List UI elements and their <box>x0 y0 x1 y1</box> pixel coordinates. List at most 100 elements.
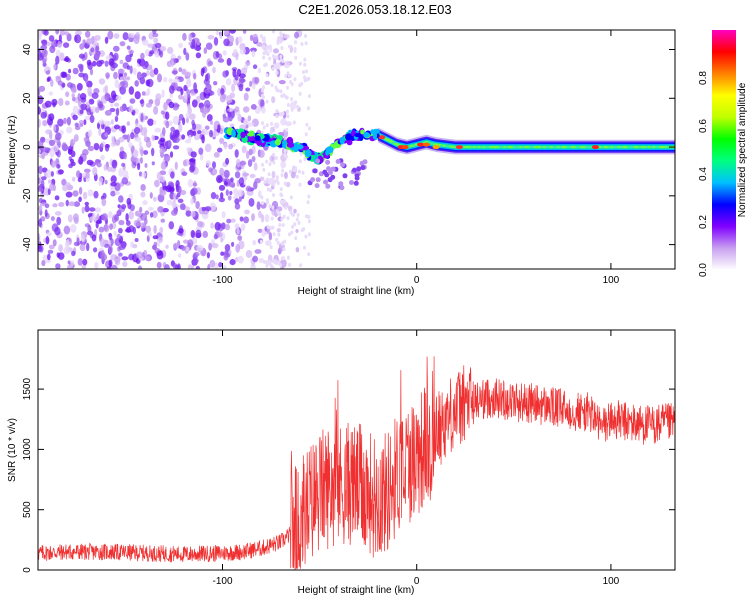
spectrogram-noise-cell <box>165 244 169 249</box>
spectrogram-noise-cell <box>283 149 287 153</box>
spectrogram-noise-cell <box>184 92 188 100</box>
spectrogram-noise-cell <box>294 100 298 105</box>
spectrogram-peak-cell <box>432 145 440 150</box>
spectrogram-noise-cell <box>293 222 297 227</box>
spectrogram-noise-cell <box>206 252 210 259</box>
spectrogram-noise-cell <box>143 150 149 155</box>
spectrogram-noise-cell <box>49 183 55 191</box>
spectrogram-noise-cell <box>283 33 291 39</box>
spectrogram-noise-cell <box>141 91 146 96</box>
spectrogram-noise-cell <box>192 130 197 136</box>
spectrogram-ridge-cell <box>231 129 236 138</box>
snr-ytick-label: 1500 <box>22 378 33 401</box>
spectrogram-noise-cell <box>48 35 55 42</box>
spectrogram-noise-cell <box>202 106 209 115</box>
spectrogram-noise-cell <box>203 99 211 109</box>
spectrogram-noise-cell <box>265 263 269 268</box>
spectrogram-noise-cell <box>154 179 160 188</box>
spectrogram-noise-cell <box>144 163 148 168</box>
spectrogram-noise-cell <box>52 144 59 153</box>
spectrogram-noise-cell <box>259 239 263 244</box>
spectrogram-noise-cell <box>38 106 41 115</box>
spectrogram-noise-cell <box>119 59 124 65</box>
spectrogram-noise-cell <box>307 194 311 199</box>
spectrogram-noise-cell <box>239 160 247 166</box>
spectrogram-noise-cell <box>260 213 265 223</box>
spectrogram-noise-cell <box>159 49 164 58</box>
spectrogram-noise-cell <box>154 52 160 58</box>
spectrogram-ridge-cell <box>274 138 281 146</box>
spectrogram-noise-cell <box>95 106 100 114</box>
spectrogram-noise-cell <box>203 47 207 54</box>
spectrogram-noise-cell <box>100 250 105 259</box>
spectrogram-ridge-cell <box>346 139 353 146</box>
spectrogram-noise-cell <box>89 216 94 222</box>
spectrogram-noise-cell <box>38 218 42 228</box>
spectrogram-noise-cell <box>56 149 61 158</box>
spectrogram-noise-cell <box>253 181 258 190</box>
spectrogram-noise-cell <box>252 240 257 246</box>
spectrogram-noise-cell <box>57 80 63 86</box>
spectrogram-noise-cell <box>188 33 192 42</box>
spectrogram-noise-cell <box>142 62 149 70</box>
spectrogram-noise-cell <box>86 107 92 116</box>
spectrogram-noise-cell <box>197 221 204 228</box>
spectrogram-noise-cell <box>110 103 114 108</box>
spectrogram-noise-cell <box>212 168 218 176</box>
spectrogram-noise-cell <box>258 257 264 263</box>
spectrogram-noise-cell <box>118 219 125 226</box>
snr-frame <box>37 329 676 571</box>
spectrogram-noise-cell <box>240 223 246 231</box>
spectrogram-noise-cell <box>38 197 43 204</box>
spectrogram-noise-cell <box>302 227 306 232</box>
spectrogram-noise-cell <box>280 173 284 178</box>
spectrogram-noise-cell <box>218 262 223 268</box>
spectrogram-noise-cell <box>64 56 70 62</box>
spectrogram-noise-cell <box>141 172 147 178</box>
spectrogram-noise-cell <box>254 249 262 254</box>
spectrogram-noise-cell <box>71 87 77 94</box>
spectrogram-noise-cell <box>44 65 49 72</box>
spectrogram-noise-cell <box>140 213 148 221</box>
spectrogram-noise-cell <box>298 182 302 187</box>
spectrogram-noise-cell <box>169 151 174 158</box>
spectrogram-noise-cell <box>38 165 43 175</box>
spectrogram-noise-cell <box>267 45 271 50</box>
spectrogram-noise-cell <box>225 78 232 86</box>
spectrogram-noise-cell <box>308 94 311 99</box>
spectrogram-noise-cell <box>202 230 208 238</box>
spectrogram-noise-cell <box>304 132 308 137</box>
spectrogram-noise-cell <box>162 127 166 136</box>
spectrogram-noise-cell <box>48 91 53 96</box>
spectrogram-noise-cell <box>192 258 199 263</box>
spectrogram-noise-cell <box>137 265 143 269</box>
spectrogram-ridge-cell <box>247 132 255 137</box>
spectrogram-noise-cell <box>48 113 55 121</box>
spectrogram-noise-cell <box>266 187 270 192</box>
spectrogram-noise-cell <box>303 157 307 162</box>
spectrogram-ridge-cell <box>325 149 330 156</box>
spectrogram-noise-cell <box>271 205 275 210</box>
spectrogram-noise-cell <box>115 107 120 117</box>
spectrogram-noise-cell <box>125 76 131 81</box>
spectrogram-noise-cell <box>88 91 93 97</box>
spectrogram-noise-cell <box>278 212 282 217</box>
spectrogram-noise-cell <box>285 181 291 188</box>
spectrogram-noise-cell <box>295 229 299 233</box>
spectrogram-noise-cell <box>257 228 263 233</box>
spectrogram-noise-cell <box>70 138 76 146</box>
spectrogram-noise-cell <box>195 265 200 269</box>
spectrogram-noise-cell <box>181 134 186 140</box>
spectrogram-noise-cell <box>161 186 169 191</box>
spectrogram-noise-cell <box>66 126 73 134</box>
spectrogram-noise-cell <box>72 190 79 197</box>
spectrogram-noise-cell <box>129 98 136 104</box>
spectrogram-noise-cell <box>108 245 113 254</box>
spectrogram-noise-cell <box>261 229 266 238</box>
spectrogram-noise-cell <box>91 92 99 99</box>
spectrogram-noise-cell <box>304 34 307 38</box>
spectrogram-noise-cell <box>180 88 184 96</box>
spectrogram-noise-cell <box>50 171 55 177</box>
spectrogram-ridge-cell <box>354 132 362 138</box>
spectrogram-noise-cell <box>250 104 257 110</box>
